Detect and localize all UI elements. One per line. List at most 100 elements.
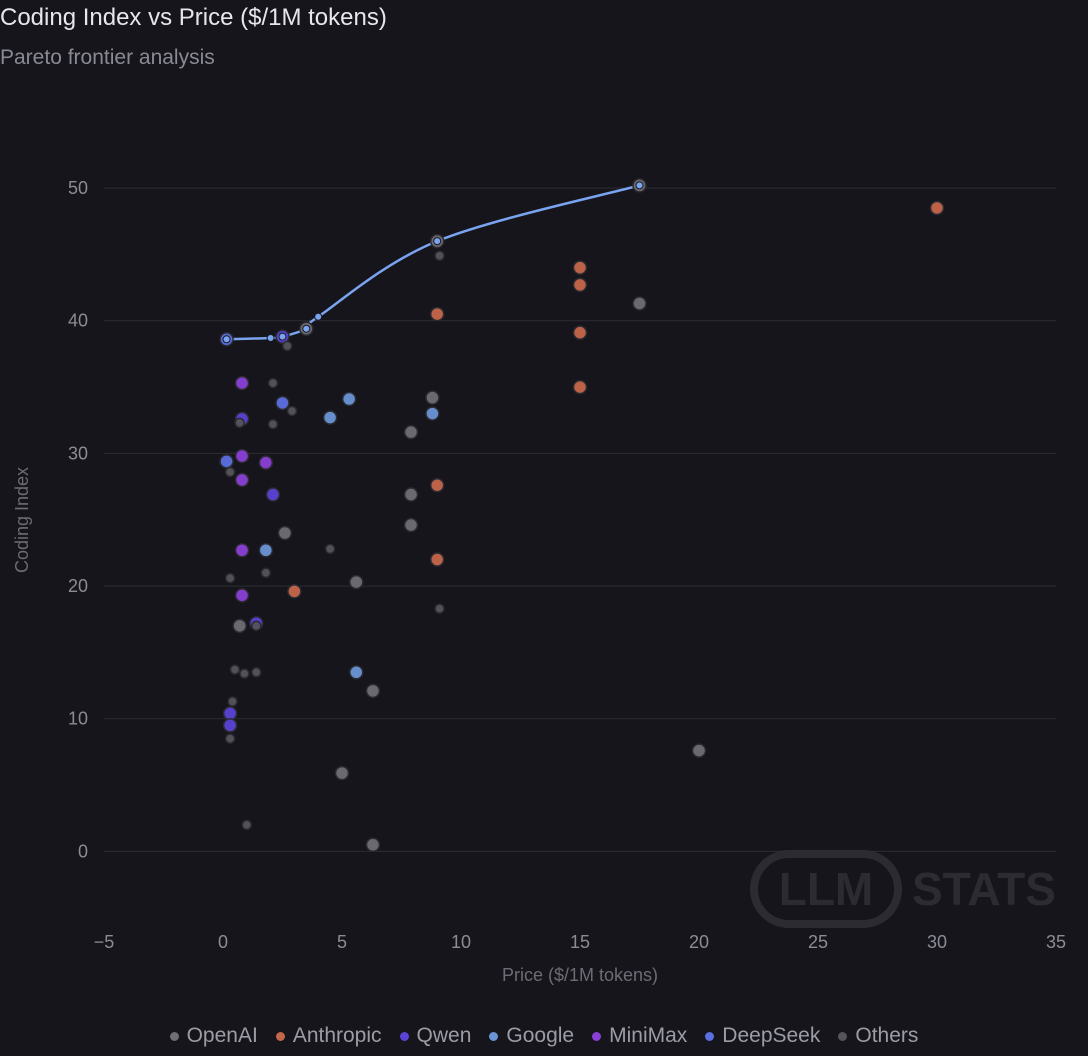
point-minimax[interactable] — [234, 472, 250, 488]
frontier-marker — [278, 332, 287, 341]
point-others[interactable] — [286, 405, 298, 417]
point-openai[interactable] — [691, 743, 707, 758]
point-minimax[interactable] — [234, 588, 250, 603]
x-tick-label: 15 — [570, 932, 590, 952]
point-openai[interactable] — [365, 837, 381, 853]
watermark-right-text: STATS — [912, 863, 1056, 915]
legend-item-minimax[interactable]: MiniMax — [592, 1024, 687, 1048]
point-others[interactable] — [241, 819, 253, 831]
frontier-marker — [302, 324, 311, 333]
frontier-markers — [222, 181, 644, 344]
frontier-marker — [635, 181, 644, 190]
legend-marker-icon — [705, 1031, 715, 1041]
x-tick-label: −5 — [94, 932, 115, 952]
point-openai[interactable] — [403, 517, 419, 533]
watermark-pill: LLM — [750, 850, 902, 928]
point-openai[interactable] — [425, 390, 440, 405]
point-openai[interactable] — [349, 574, 364, 590]
legend-label: OpenAI — [186, 1024, 258, 1047]
point-others[interactable] — [267, 377, 279, 389]
point-others[interactable] — [224, 572, 236, 584]
point-deepseek[interactable] — [219, 454, 234, 469]
point-others[interactable] — [282, 340, 293, 352]
legend-marker-icon — [489, 1031, 499, 1041]
point-google[interactable] — [322, 410, 338, 425]
point-others[interactable] — [224, 733, 236, 744]
legend-label: Anthropic — [292, 1024, 382, 1047]
legend-label: DeepSeek — [722, 1024, 821, 1047]
point-others[interactable] — [267, 418, 279, 430]
frontier-marker — [266, 333, 275, 342]
point-minimax[interactable] — [258, 455, 274, 470]
point-openai[interactable] — [334, 765, 350, 781]
point-others[interactable] — [227, 696, 238, 707]
point-others[interactable] — [324, 543, 336, 555]
point-anthropic[interactable] — [929, 200, 945, 216]
point-qwen[interactable] — [265, 487, 281, 502]
legend-item-anthropic[interactable]: Anthropic — [275, 1024, 382, 1048]
point-openai[interactable] — [277, 525, 293, 541]
point-openai[interactable] — [403, 424, 419, 440]
x-axis-ticks: −5 0 5 10 15 20 25 30 35 — [94, 932, 1066, 952]
point-google[interactable] — [425, 406, 440, 421]
point-anthropic[interactable] — [287, 584, 302, 599]
x-tick-label: 25 — [808, 932, 828, 952]
x-tick-label: 5 — [337, 932, 347, 952]
point-others[interactable] — [434, 603, 445, 614]
point-openai[interactable] — [232, 618, 247, 634]
point-anthropic[interactable] — [572, 325, 588, 340]
frontier-marker — [314, 312, 323, 321]
frontier-marker — [433, 237, 442, 246]
point-google[interactable] — [258, 542, 274, 558]
point-others[interactable] — [260, 567, 272, 579]
point-anthropic[interactable] — [429, 552, 445, 567]
point-others[interactable] — [229, 664, 241, 675]
point-deepseek[interactable] — [275, 395, 290, 411]
legend-item-deepseek[interactable]: DeepSeek — [705, 1024, 820, 1048]
point-openai[interactable] — [365, 683, 381, 699]
legend-label: MiniMax — [609, 1024, 688, 1047]
point-anthropic[interactable] — [572, 379, 588, 395]
point-anthropic[interactable] — [429, 477, 445, 493]
point-qwen[interactable] — [222, 706, 238, 721]
point-minimax[interactable] — [234, 375, 250, 391]
point-others[interactable] — [434, 250, 445, 261]
point-minimax[interactable] — [234, 448, 250, 464]
legend-item-qwen[interactable]: Qwen — [399, 1024, 472, 1048]
y-axis-ticks: 0 10 20 30 40 50 — [68, 178, 88, 861]
point-others[interactable] — [251, 667, 262, 678]
point-google[interactable] — [341, 391, 357, 407]
point-others[interactable] — [251, 620, 262, 632]
point-openai[interactable] — [632, 296, 647, 311]
data-points — [219, 178, 945, 853]
y-axis-label: Coding Index — [12, 467, 32, 573]
point-anthropic[interactable] — [572, 260, 588, 275]
chart-subtitle: Pareto frontier analysis — [0, 46, 215, 69]
legend-marker-icon — [838, 1031, 848, 1041]
point-others[interactable] — [224, 466, 236, 478]
x-tick-label: 0 — [218, 932, 228, 952]
point-others[interactable] — [234, 417, 245, 429]
y-tick-label: 30 — [68, 443, 88, 463]
y-tick-label: 50 — [68, 178, 88, 198]
chart-title: Coding Index vs Price ($/1M tokens) — [0, 4, 387, 31]
point-anthropic[interactable] — [572, 277, 588, 293]
point-anthropic[interactable] — [429, 306, 445, 322]
legend-label: Others — [855, 1024, 919, 1047]
legend-label: Qwen — [416, 1024, 472, 1047]
point-qwen[interactable] — [222, 718, 238, 733]
legend-item-openai[interactable]: OpenAI — [169, 1024, 258, 1048]
point-google[interactable] — [349, 665, 364, 680]
point-openai[interactable] — [403, 487, 419, 502]
point-minimax[interactable] — [234, 542, 250, 558]
legend-item-others[interactable]: Others — [838, 1024, 918, 1048]
legend-label: Google — [506, 1024, 575, 1047]
y-tick-label: 20 — [68, 576, 88, 596]
x-tick-label: 30 — [927, 932, 947, 952]
point-others[interactable] — [239, 668, 250, 679]
legend-marker-icon — [169, 1031, 179, 1041]
legend-item-google[interactable]: Google — [489, 1024, 574, 1048]
llm-stats-watermark: LLM STATS — [750, 850, 1056, 928]
y-tick-label: 0 — [78, 841, 88, 861]
y-tick-label: 40 — [68, 311, 88, 331]
